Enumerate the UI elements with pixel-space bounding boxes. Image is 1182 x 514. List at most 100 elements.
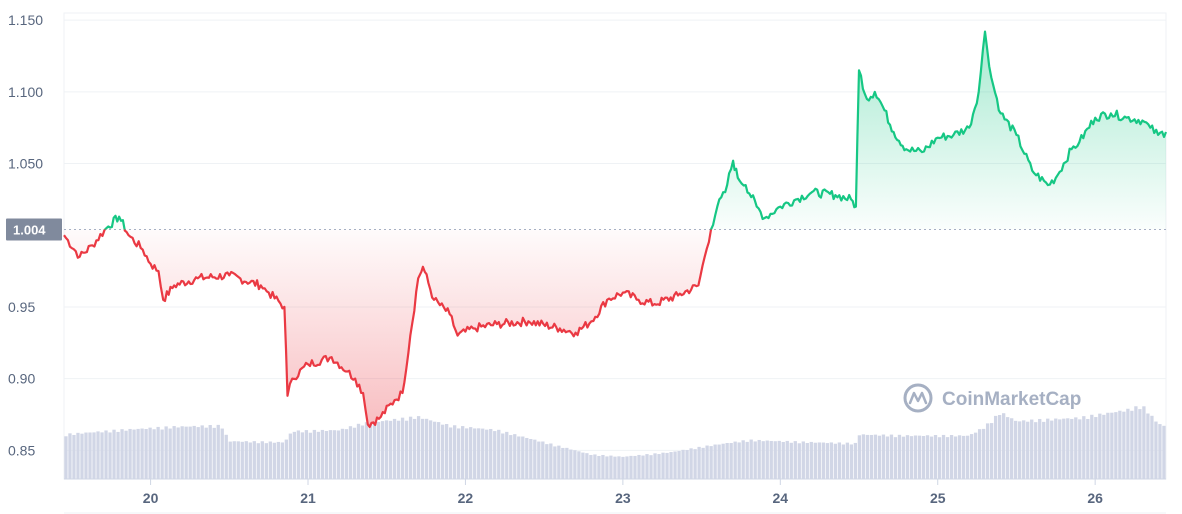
- volume-bar: [845, 442, 850, 479]
- volume-bar: [296, 430, 301, 479]
- volume-bar: [1062, 418, 1066, 479]
- volume-bar: [328, 430, 333, 479]
- volume-bar: [276, 441, 280, 479]
- volume-bar: [208, 425, 212, 479]
- volume-bar: [801, 441, 805, 479]
- volume-bar: [709, 446, 713, 479]
- volume-bar: [477, 428, 481, 479]
- volume-bar: [84, 432, 88, 479]
- volume-bar: [280, 442, 284, 479]
- volume-bar: [184, 426, 188, 479]
- volume-bar: [400, 417, 405, 479]
- volume-bar: [192, 425, 196, 479]
- volume-bar: [116, 431, 120, 479]
- volume-bar: [300, 432, 305, 479]
- volume-bar: [705, 445, 709, 479]
- volume-bar: [152, 429, 156, 479]
- volume-bar: [837, 442, 842, 479]
- volume-bar: [132, 429, 136, 479]
- x-tick-label: 26: [1087, 490, 1103, 506]
- volume-bar: [617, 456, 621, 479]
- volume-bar: [849, 444, 854, 479]
- volume-bar: [404, 420, 409, 479]
- volume-bar: [316, 431, 321, 479]
- volume-bar: [997, 415, 1002, 479]
- volume-bar: [292, 431, 297, 479]
- volume-bar: [901, 436, 906, 479]
- volume-bar: [436, 422, 441, 479]
- volume-bar: [408, 416, 413, 479]
- reference-label-bg: [6, 218, 62, 241]
- volume-bar: [1122, 411, 1126, 479]
- watermark: CoinMarketCap: [903, 383, 1081, 413]
- volume-bar: [244, 441, 248, 479]
- volume-bar: [813, 442, 817, 479]
- volume-bar: [232, 441, 236, 479]
- volume-bar: [557, 445, 561, 479]
- volume-bar: [1106, 412, 1110, 479]
- volume-bar: [973, 432, 978, 479]
- volume-bar: [541, 441, 545, 479]
- volume-bar: [148, 427, 152, 479]
- volume-bar: [128, 428, 132, 479]
- volume-bar: [505, 431, 509, 479]
- volume-bar: [1018, 421, 1022, 479]
- volume-bar: [1070, 418, 1074, 479]
- volume-bar: [224, 434, 228, 479]
- volume-bar: [264, 443, 268, 479]
- volume-bar: [637, 454, 641, 479]
- volume-bar: [889, 434, 894, 479]
- volume-bar: [657, 454, 661, 479]
- volume-bar: [993, 415, 998, 479]
- volume-bar: [1010, 418, 1014, 479]
- volume-bar: [905, 435, 910, 479]
- volume-bar: [465, 428, 469, 479]
- volume-bar: [469, 427, 473, 479]
- volume-bar: [549, 443, 553, 479]
- volume-bar: [88, 432, 92, 479]
- volume-bar: [1054, 418, 1058, 479]
- volume-bar: [348, 426, 353, 479]
- volume-bar: [252, 441, 256, 479]
- volume-bar: [829, 442, 833, 479]
- price-line-down: [63, 229, 713, 428]
- volume-bar: [212, 427, 216, 479]
- x-tick-label: 24: [773, 490, 789, 506]
- volume-bar: [821, 442, 825, 479]
- x-tick-label: 25: [930, 490, 946, 506]
- volume-bar: [713, 444, 717, 479]
- volume-bar: [485, 429, 489, 479]
- volume-bar: [493, 431, 497, 479]
- volume-bar: [629, 455, 633, 479]
- y-tick-label: 0.90: [8, 371, 35, 387]
- volume-bar: [1078, 419, 1082, 479]
- volume-bar: [545, 444, 549, 479]
- volume-bar: [937, 437, 942, 479]
- volume-bar: [489, 428, 493, 479]
- volume-bar: [497, 429, 501, 479]
- volume-bar: [853, 442, 858, 479]
- volume-bar: [368, 423, 373, 479]
- volume-bar: [753, 441, 757, 479]
- volume-bar: [416, 416, 421, 479]
- volume-bar: [1090, 414, 1094, 479]
- volume-bar: [1086, 418, 1090, 479]
- volume-bar: [601, 454, 605, 479]
- volume-bar: [188, 426, 192, 479]
- volume-bar: [332, 430, 337, 479]
- volume-bar: [737, 442, 741, 479]
- y-tick-label: 1.100: [8, 84, 43, 100]
- volume-bar: [388, 420, 393, 479]
- volume-bar: [917, 435, 922, 479]
- volume-bar: [761, 441, 765, 479]
- volume-bar: [685, 450, 689, 479]
- volume-bar: [352, 427, 357, 479]
- volume-bar: [673, 451, 677, 479]
- volume-bar: [537, 441, 541, 479]
- volume-bar: [64, 436, 68, 479]
- volume-bar: [877, 435, 882, 479]
- volume-bar: [745, 441, 749, 479]
- volume-bar: [741, 440, 745, 479]
- volume-bar: [1162, 425, 1166, 479]
- volume-bar: [1102, 414, 1106, 479]
